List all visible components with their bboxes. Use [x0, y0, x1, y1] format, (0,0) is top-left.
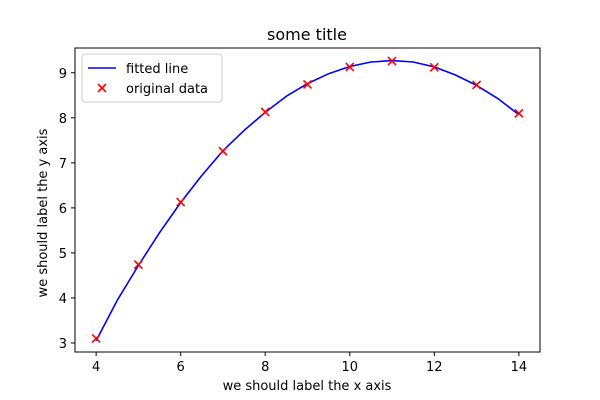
x-tick-label: 14	[511, 360, 528, 375]
y-tick-label: 3	[59, 337, 67, 352]
y-tick-label: 9	[59, 67, 67, 82]
y-tick-label: 5	[59, 247, 67, 262]
data-point	[260, 107, 270, 117]
y-tick-label: 7	[59, 157, 67, 172]
data-point	[387, 56, 397, 66]
axes-frame	[74, 47, 541, 353]
data-point	[302, 79, 313, 90]
x-axis-label: we should label the x axis	[223, 379, 392, 394]
legend-marker-swatch	[97, 83, 107, 93]
data-point	[345, 62, 355, 72]
legend-entry: original data	[97, 82, 208, 97]
y-tick-label: 4	[59, 292, 67, 307]
legend-label: fitted line	[126, 62, 188, 77]
data-point	[133, 260, 143, 270]
y-tick-label: 8	[59, 112, 67, 127]
data-point	[472, 80, 482, 90]
data-point	[514, 108, 524, 118]
y-axis-label: we should label the y axis	[36, 128, 51, 297]
x-tick-label: 10	[341, 360, 358, 375]
data-point	[91, 333, 101, 344]
data-point	[429, 62, 439, 72]
legend: fitted line original data	[81, 53, 223, 103]
x-tick-label: 6	[177, 360, 185, 375]
plot-area: 4 6 8 10 12 14 3 4 5 6 7 8 9	[59, 47, 541, 375]
x-tick-label: 4	[92, 360, 100, 375]
data-point	[218, 146, 228, 156]
legend-box	[81, 53, 223, 103]
legend-entry: fitted line	[88, 62, 188, 77]
y-tick-label: 6	[59, 202, 67, 217]
chart-title: some title	[267, 25, 347, 44]
legend-label: original data	[126, 82, 208, 97]
x-tick-label: 8	[261, 360, 269, 375]
data-point	[176, 197, 186, 207]
x-tick-label: 12	[426, 360, 443, 375]
